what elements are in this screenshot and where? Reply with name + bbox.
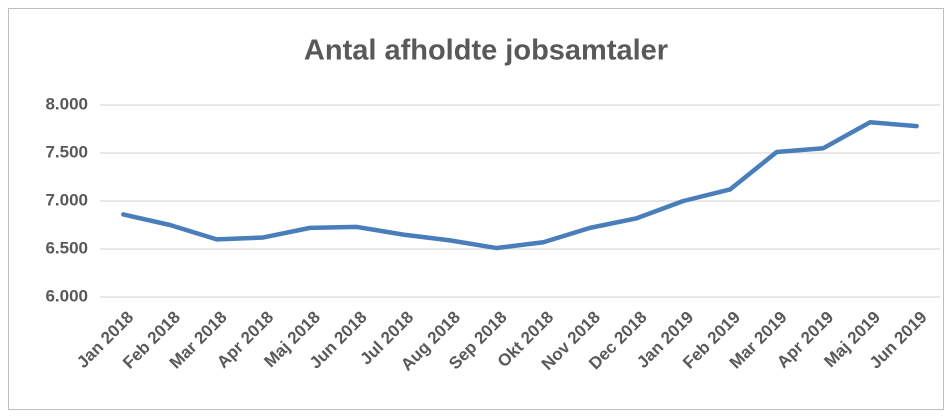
y-tick-label: 6.000 xyxy=(45,286,88,305)
chart-border xyxy=(8,8,944,410)
y-tick-label: 7.000 xyxy=(45,190,88,209)
y-tick-label: 6.500 xyxy=(45,238,88,257)
line-series xyxy=(121,120,919,251)
y-tick-label: 7.500 xyxy=(45,142,88,161)
chart-title: Antal afholdte jobsamtaler xyxy=(304,35,668,67)
y-tick-label: 8.000 xyxy=(45,94,88,113)
